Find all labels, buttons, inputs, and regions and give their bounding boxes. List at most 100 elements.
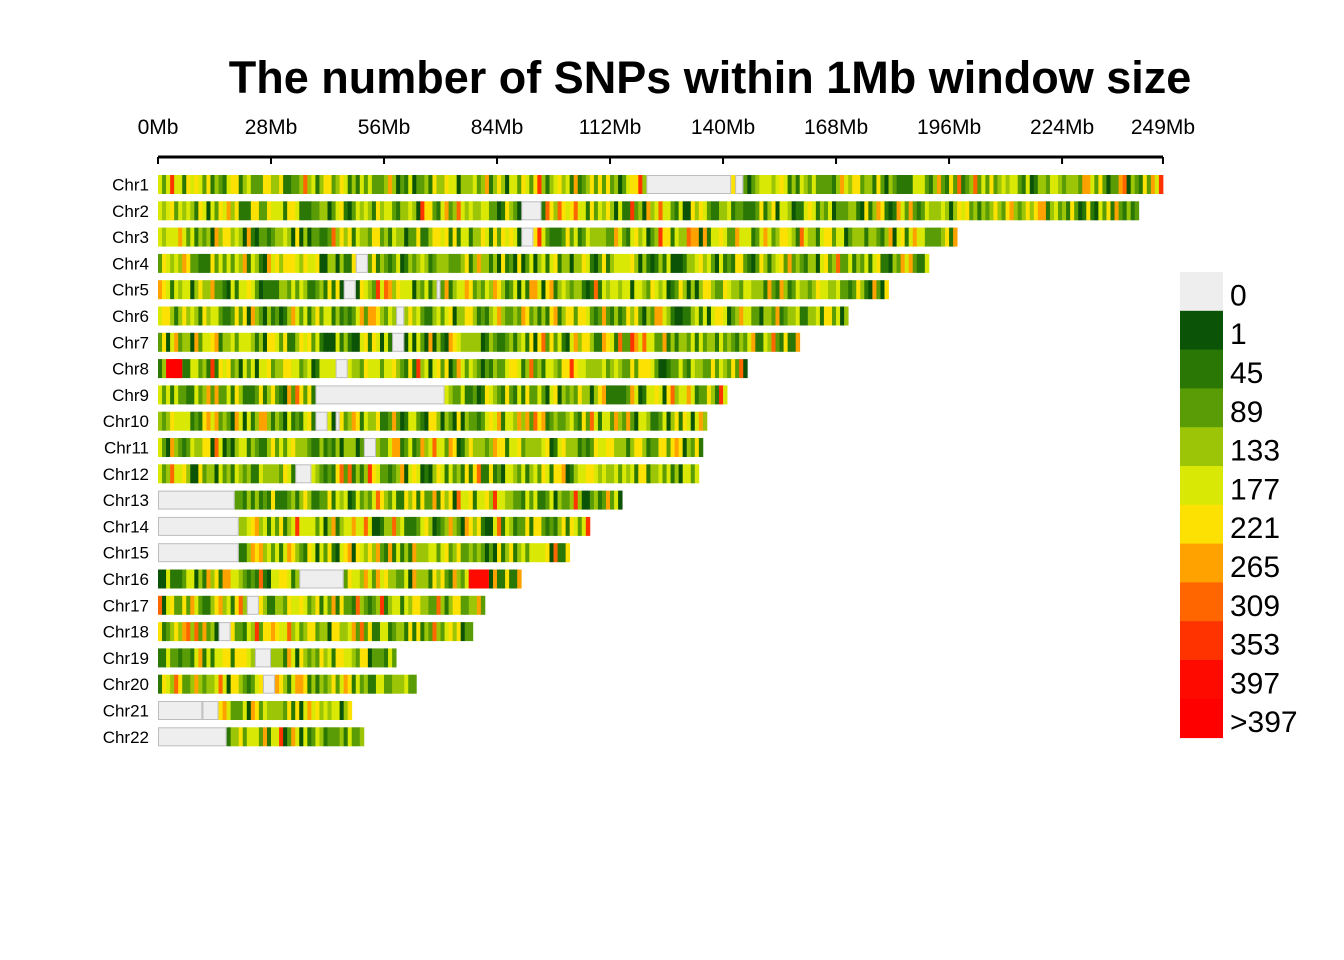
snp-bin (299, 622, 304, 642)
snp-bin (158, 227, 163, 247)
snp-bin (428, 543, 433, 563)
snp-bin (162, 622, 167, 642)
snp-bin (388, 359, 393, 379)
snp-bin (719, 306, 724, 326)
snp-bin (755, 280, 760, 300)
snp-bin (884, 227, 889, 247)
snp-bin (573, 201, 579, 221)
snp-bin (307, 332, 312, 352)
snp-bin (932, 227, 938, 247)
snp-bin (214, 411, 219, 431)
snp-bin (646, 201, 651, 221)
snp-bin (529, 253, 534, 273)
snp-bin (1045, 175, 1051, 194)
snp-bin (529, 490, 534, 510)
snp-bin (254, 201, 260, 221)
snp-bin (258, 490, 264, 510)
snp-bin (367, 306, 373, 326)
snp-bin (242, 674, 248, 694)
snp-bin (323, 622, 328, 642)
snp-bin (444, 411, 449, 431)
snp-bin (416, 175, 421, 194)
snp-bin (670, 227, 676, 247)
snp-bin (634, 385, 639, 405)
snp-bin (860, 253, 865, 273)
snp-bin (254, 543, 260, 563)
snp-bin (202, 411, 207, 431)
snp-bin (375, 516, 381, 536)
snp-bin (610, 359, 615, 379)
snp-bin (593, 490, 599, 510)
hotspot-bin (468, 569, 489, 589)
snp-bin (198, 227, 203, 247)
snp-bin (497, 464, 502, 484)
snp-bin (262, 280, 268, 300)
snp-bin (198, 359, 203, 379)
snp-bin (432, 622, 437, 642)
snp-bin (339, 516, 345, 536)
snp-bin (577, 359, 583, 379)
snp-bin (908, 175, 914, 194)
snp-bin (488, 332, 494, 352)
snp-bin (468, 332, 474, 352)
snp-bin (525, 438, 530, 457)
snp-bin (424, 516, 429, 536)
snp-bin (428, 175, 433, 194)
snp-bin (440, 595, 445, 615)
legend-label: 221 (1230, 512, 1280, 545)
snp-bin (622, 385, 627, 405)
snp-bin (246, 306, 252, 326)
snp-bin (214, 201, 219, 221)
snp-bin (771, 201, 776, 221)
snp-bin (650, 438, 655, 457)
snp-bin (553, 280, 558, 300)
gap-region (158, 516, 239, 536)
snp-bin (375, 543, 381, 563)
snp-bin (468, 306, 474, 326)
snp-bin (650, 359, 655, 379)
snp-bin (686, 227, 692, 247)
snp-bin (222, 701, 228, 720)
snp-bin (379, 280, 385, 300)
snp-bin (162, 411, 167, 431)
snp-bin (307, 438, 312, 457)
snp-bin (488, 464, 494, 484)
snp-bin (593, 411, 599, 431)
snp-bin (803, 175, 809, 194)
snp-bin (375, 674, 381, 694)
snp-bin (957, 175, 962, 194)
snp-bin (626, 227, 631, 247)
snp-bin (319, 648, 324, 668)
snp-bin (242, 727, 248, 747)
snp-bin (803, 280, 809, 300)
snp-bin (250, 543, 256, 563)
snp-bin (868, 175, 873, 194)
snp-bin (638, 411, 643, 431)
snp-bin (283, 674, 288, 694)
snp-bin (698, 411, 704, 431)
snp-bin (307, 359, 312, 379)
snp-bin (662, 227, 667, 247)
snp-bin (331, 175, 336, 194)
snp-bin (710, 385, 716, 405)
snp-bin (448, 253, 454, 273)
snp-bin (331, 648, 336, 668)
snp-bin (565, 175, 571, 194)
snp-bin (303, 490, 308, 510)
snp-bin (408, 280, 413, 300)
snp-bin (279, 306, 284, 326)
snp-bin (670, 438, 676, 457)
snp-bin (303, 175, 308, 194)
snp-bin (686, 411, 692, 431)
snp-bin (876, 227, 881, 247)
snp-bin (210, 280, 215, 300)
snp-bin (488, 490, 494, 510)
snp-bin (836, 227, 841, 247)
snp-bin (791, 280, 797, 300)
snp-bin (343, 543, 349, 563)
snp-bin (202, 464, 207, 484)
snp-bin (250, 438, 256, 457)
snp-bin (484, 438, 490, 457)
snp-bin (521, 438, 526, 457)
snp-bin (379, 332, 385, 352)
